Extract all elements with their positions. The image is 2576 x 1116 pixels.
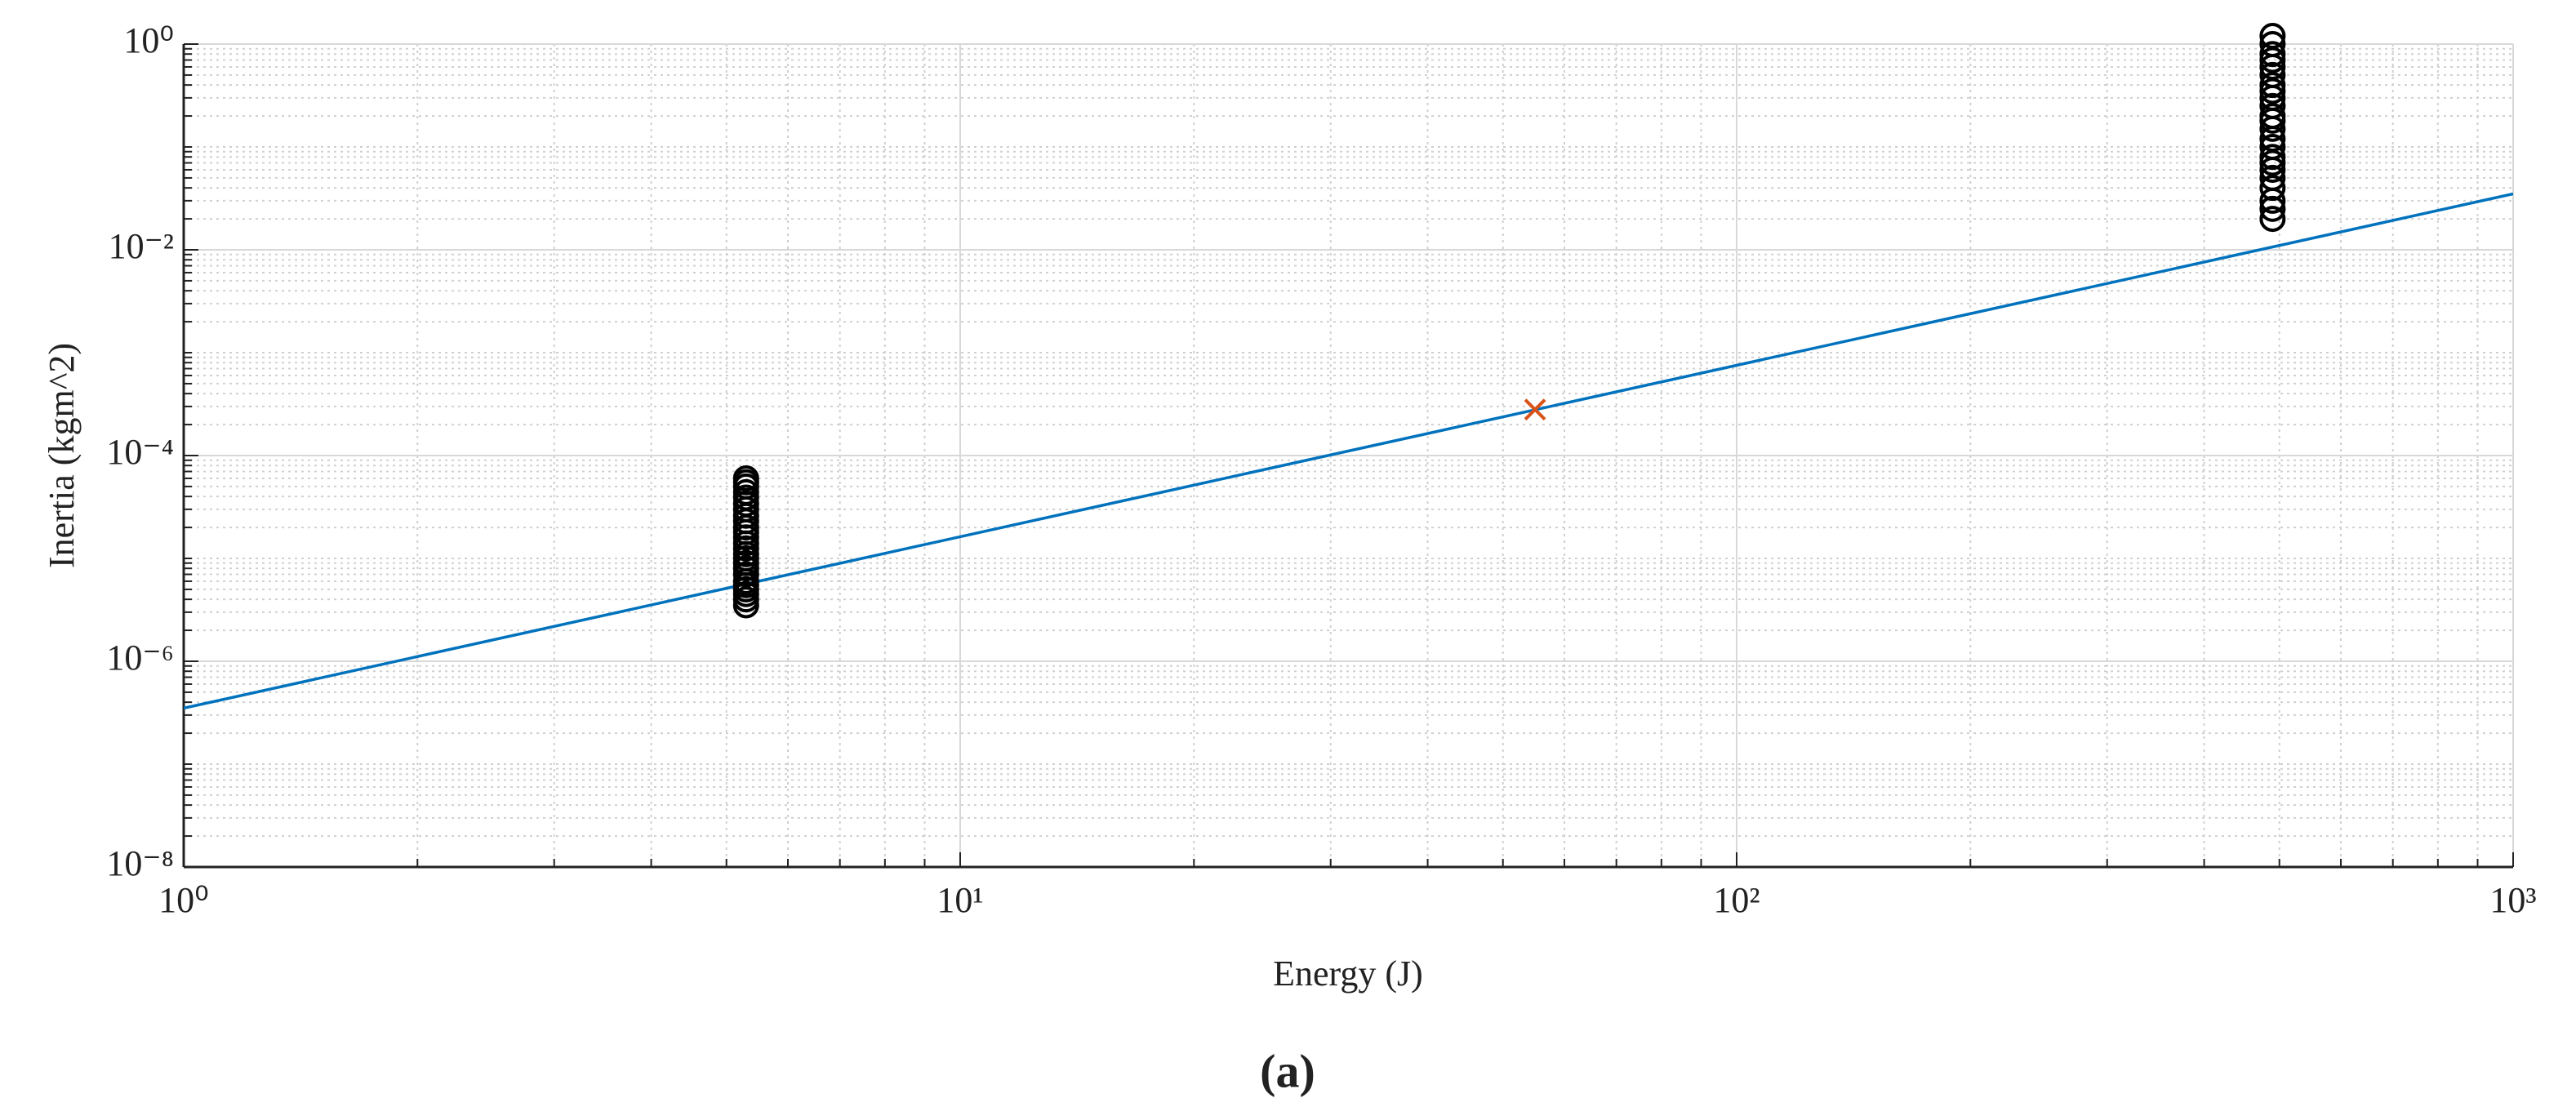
- circle-marker: [2259, 41, 2286, 68]
- circle-marker: [2259, 23, 2286, 50]
- line: [184, 192, 2513, 710]
- x-axis-label: Energy (J): [1273, 954, 1423, 994]
- circle-marker: [2259, 103, 2286, 130]
- y-tick-label: 10⁻⁶: [106, 638, 174, 678]
- circle-marker: [2259, 195, 2286, 222]
- circle-marker: [2259, 31, 2286, 57]
- x-tick-label: 10²: [1713, 880, 1760, 920]
- circle-marker: [2259, 206, 2286, 233]
- circle-marker: [2259, 144, 2286, 171]
- x-tick-label: 10⁰: [158, 880, 209, 920]
- circle-marker: [732, 465, 759, 491]
- circle-marker: [2259, 134, 2286, 160]
- y-tick-label: 10⁻⁸: [106, 843, 174, 883]
- y-tick-label: 10⁻⁴: [106, 432, 174, 472]
- caption: (a): [1260, 1044, 1315, 1097]
- plot-area: [184, 192, 2513, 710]
- y-tick-label: 10⁻²: [109, 226, 174, 266]
- circle-marker: [2259, 164, 2286, 191]
- circle-marker: [2259, 92, 2286, 119]
- circle-marker: [2259, 72, 2286, 99]
- circle-marker: [2259, 61, 2286, 88]
- y-tick-label: 10⁰: [123, 20, 174, 60]
- x-tick-label: 10¹: [937, 880, 983, 920]
- x-marker: [1524, 398, 1546, 421]
- y-axis-label: Inertia (kgm^2): [42, 343, 82, 568]
- x-tick-label: 10³: [2489, 880, 2536, 920]
- circle-marker: [2259, 175, 2286, 202]
